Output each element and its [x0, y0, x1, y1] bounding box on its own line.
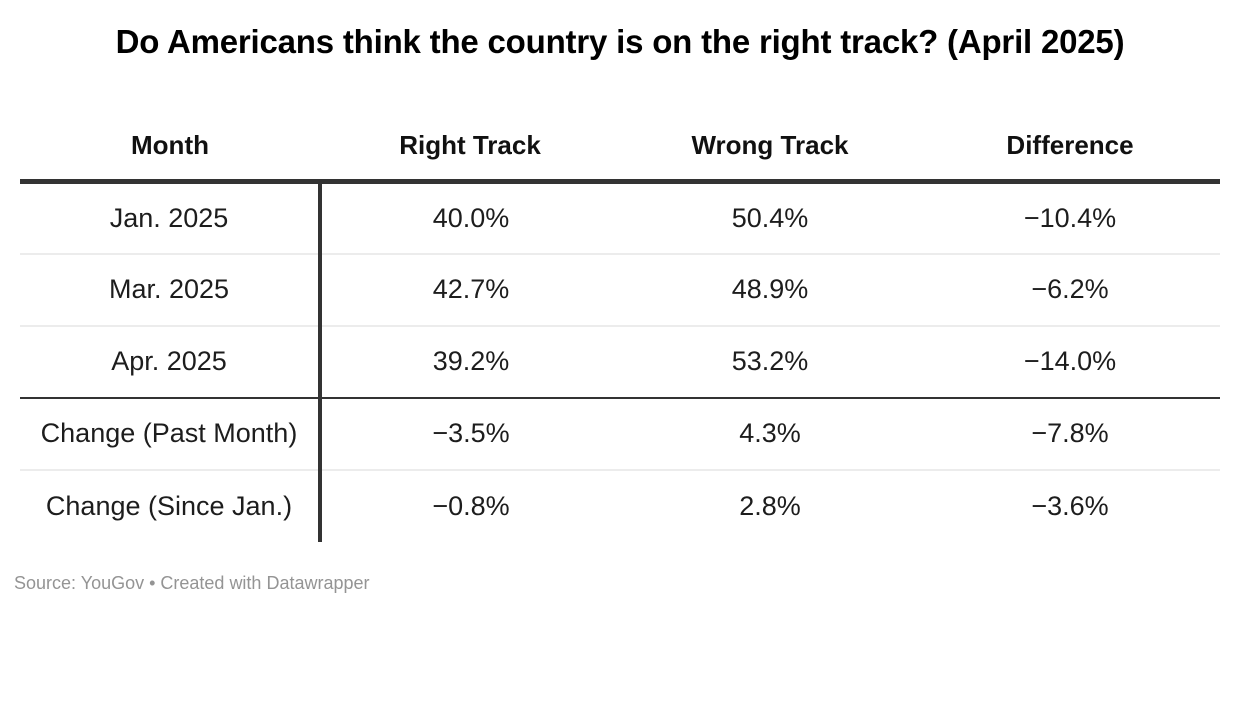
cell-right-track: 42.7% [320, 253, 620, 327]
column-header-month: Month [20, 111, 320, 185]
cell-wrong-track: 50.4% [620, 181, 920, 255]
source-attribution: Source: YouGov • Created with Datawrappe… [14, 573, 1240, 594]
column-header-right-track: Right Track [320, 111, 620, 185]
cell-right-track: 40.0% [320, 181, 620, 255]
cell-right-track: −3.5% [320, 397, 620, 471]
table-row-change-past-month: Change (Past Month) −3.5% 4.3% −7.8% [20, 397, 1220, 471]
cell-right-track: −0.8% [432, 490, 510, 521]
cell-difference: −14.0% [920, 325, 1220, 399]
cell-difference: −6.2% [920, 253, 1220, 327]
column-header-wrong-track: Wrong Track [620, 111, 920, 185]
cell-month: Jan. 2025 [20, 181, 322, 255]
cell-wrong-track: 4.3% [620, 397, 920, 471]
header-row: Month Right Track Wrong Track Difference [20, 111, 1220, 185]
data-table: Month Right Track Wrong Track Difference… [20, 111, 1220, 542]
table-row-mar-2025: Mar. 2025 42.7% 48.9% −6.2% [20, 253, 1220, 327]
table-row-apr-2025: Apr. 2025 39.2% 53.2% −14.0% [20, 325, 1220, 399]
cell-wrong-track: 48.9% [620, 253, 920, 327]
cell-month: Change (Past Month) [20, 397, 322, 471]
cell-month: Apr. 2025 [20, 325, 322, 399]
cell-month: Mar. 2025 [20, 253, 322, 327]
cell-wrong-track: 53.2% [620, 325, 920, 399]
cell-right-track: 39.2% [320, 325, 620, 399]
cell-month: Change (Since Jan.) [20, 469, 322, 542]
table-row-jan-2025: Jan. 2025 40.0% 50.4% −10.4% [20, 181, 1220, 255]
cell-difference: −10.4% [920, 181, 1220, 255]
table-row-change-since-jan: Change (Since Jan.) −0.8% 2.8% −3.6% [20, 469, 1220, 542]
source-attribution-text: Source: YouGov • Created with Datawrappe… [14, 572, 370, 593]
chart-title: Do Americans think the country is on the… [115, 23, 1125, 60]
column-header-difference: Difference [920, 111, 1220, 185]
cell-difference: −3.6% [1031, 490, 1109, 521]
cell-wrong-track: 2.8% [739, 490, 801, 521]
cell-difference: −7.8% [920, 397, 1220, 471]
